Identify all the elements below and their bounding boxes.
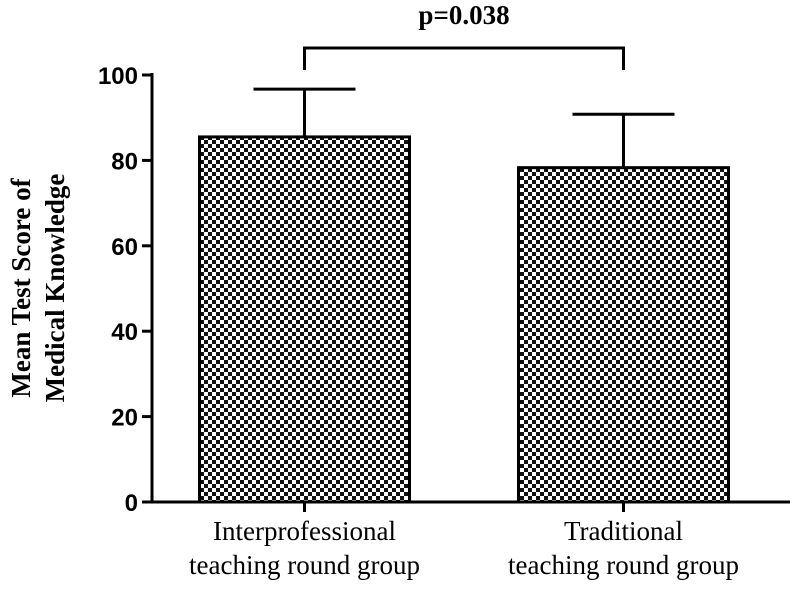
- bars: [198, 87, 730, 504]
- y-axis-label: Mean Test Score of Medical Knowledge: [6, 174, 70, 403]
- x-tick-label-1-line-1: teaching round group: [508, 550, 739, 580]
- y-tick-label-0: 0: [125, 490, 138, 517]
- y-tick-label-40: 40: [111, 319, 138, 346]
- y-axis-label-line-2: Medical Knowledge: [40, 174, 70, 403]
- y-tick-label-100: 100: [98, 63, 138, 90]
- y-tick-label-60: 60: [111, 234, 138, 261]
- bar-0: [198, 135, 411, 504]
- x-tick-label-1-line-0: Traditional: [564, 516, 683, 546]
- axes: [150, 73, 790, 504]
- x-axis-labels: Interprofessional teaching round group Tra…: [189, 502, 739, 580]
- x-tick-label-0-line-0: Interprofessional: [213, 516, 396, 546]
- significance-annotation: p=0.038: [303, 0, 625, 70]
- significance-bracket: [303, 46, 625, 70]
- y-axis-label-line-1: Mean Test Score of: [6, 177, 36, 397]
- p-value-label: p=0.038: [418, 0, 509, 30]
- bar-1: [517, 166, 730, 504]
- y-tick-label-20: 20: [111, 405, 138, 432]
- x-tick-label-0-line-1: teaching round group: [189, 550, 420, 580]
- y-tick-label-80: 80: [111, 148, 138, 175]
- y-axis-ticks: 0 20 40 60 80 100: [98, 63, 152, 517]
